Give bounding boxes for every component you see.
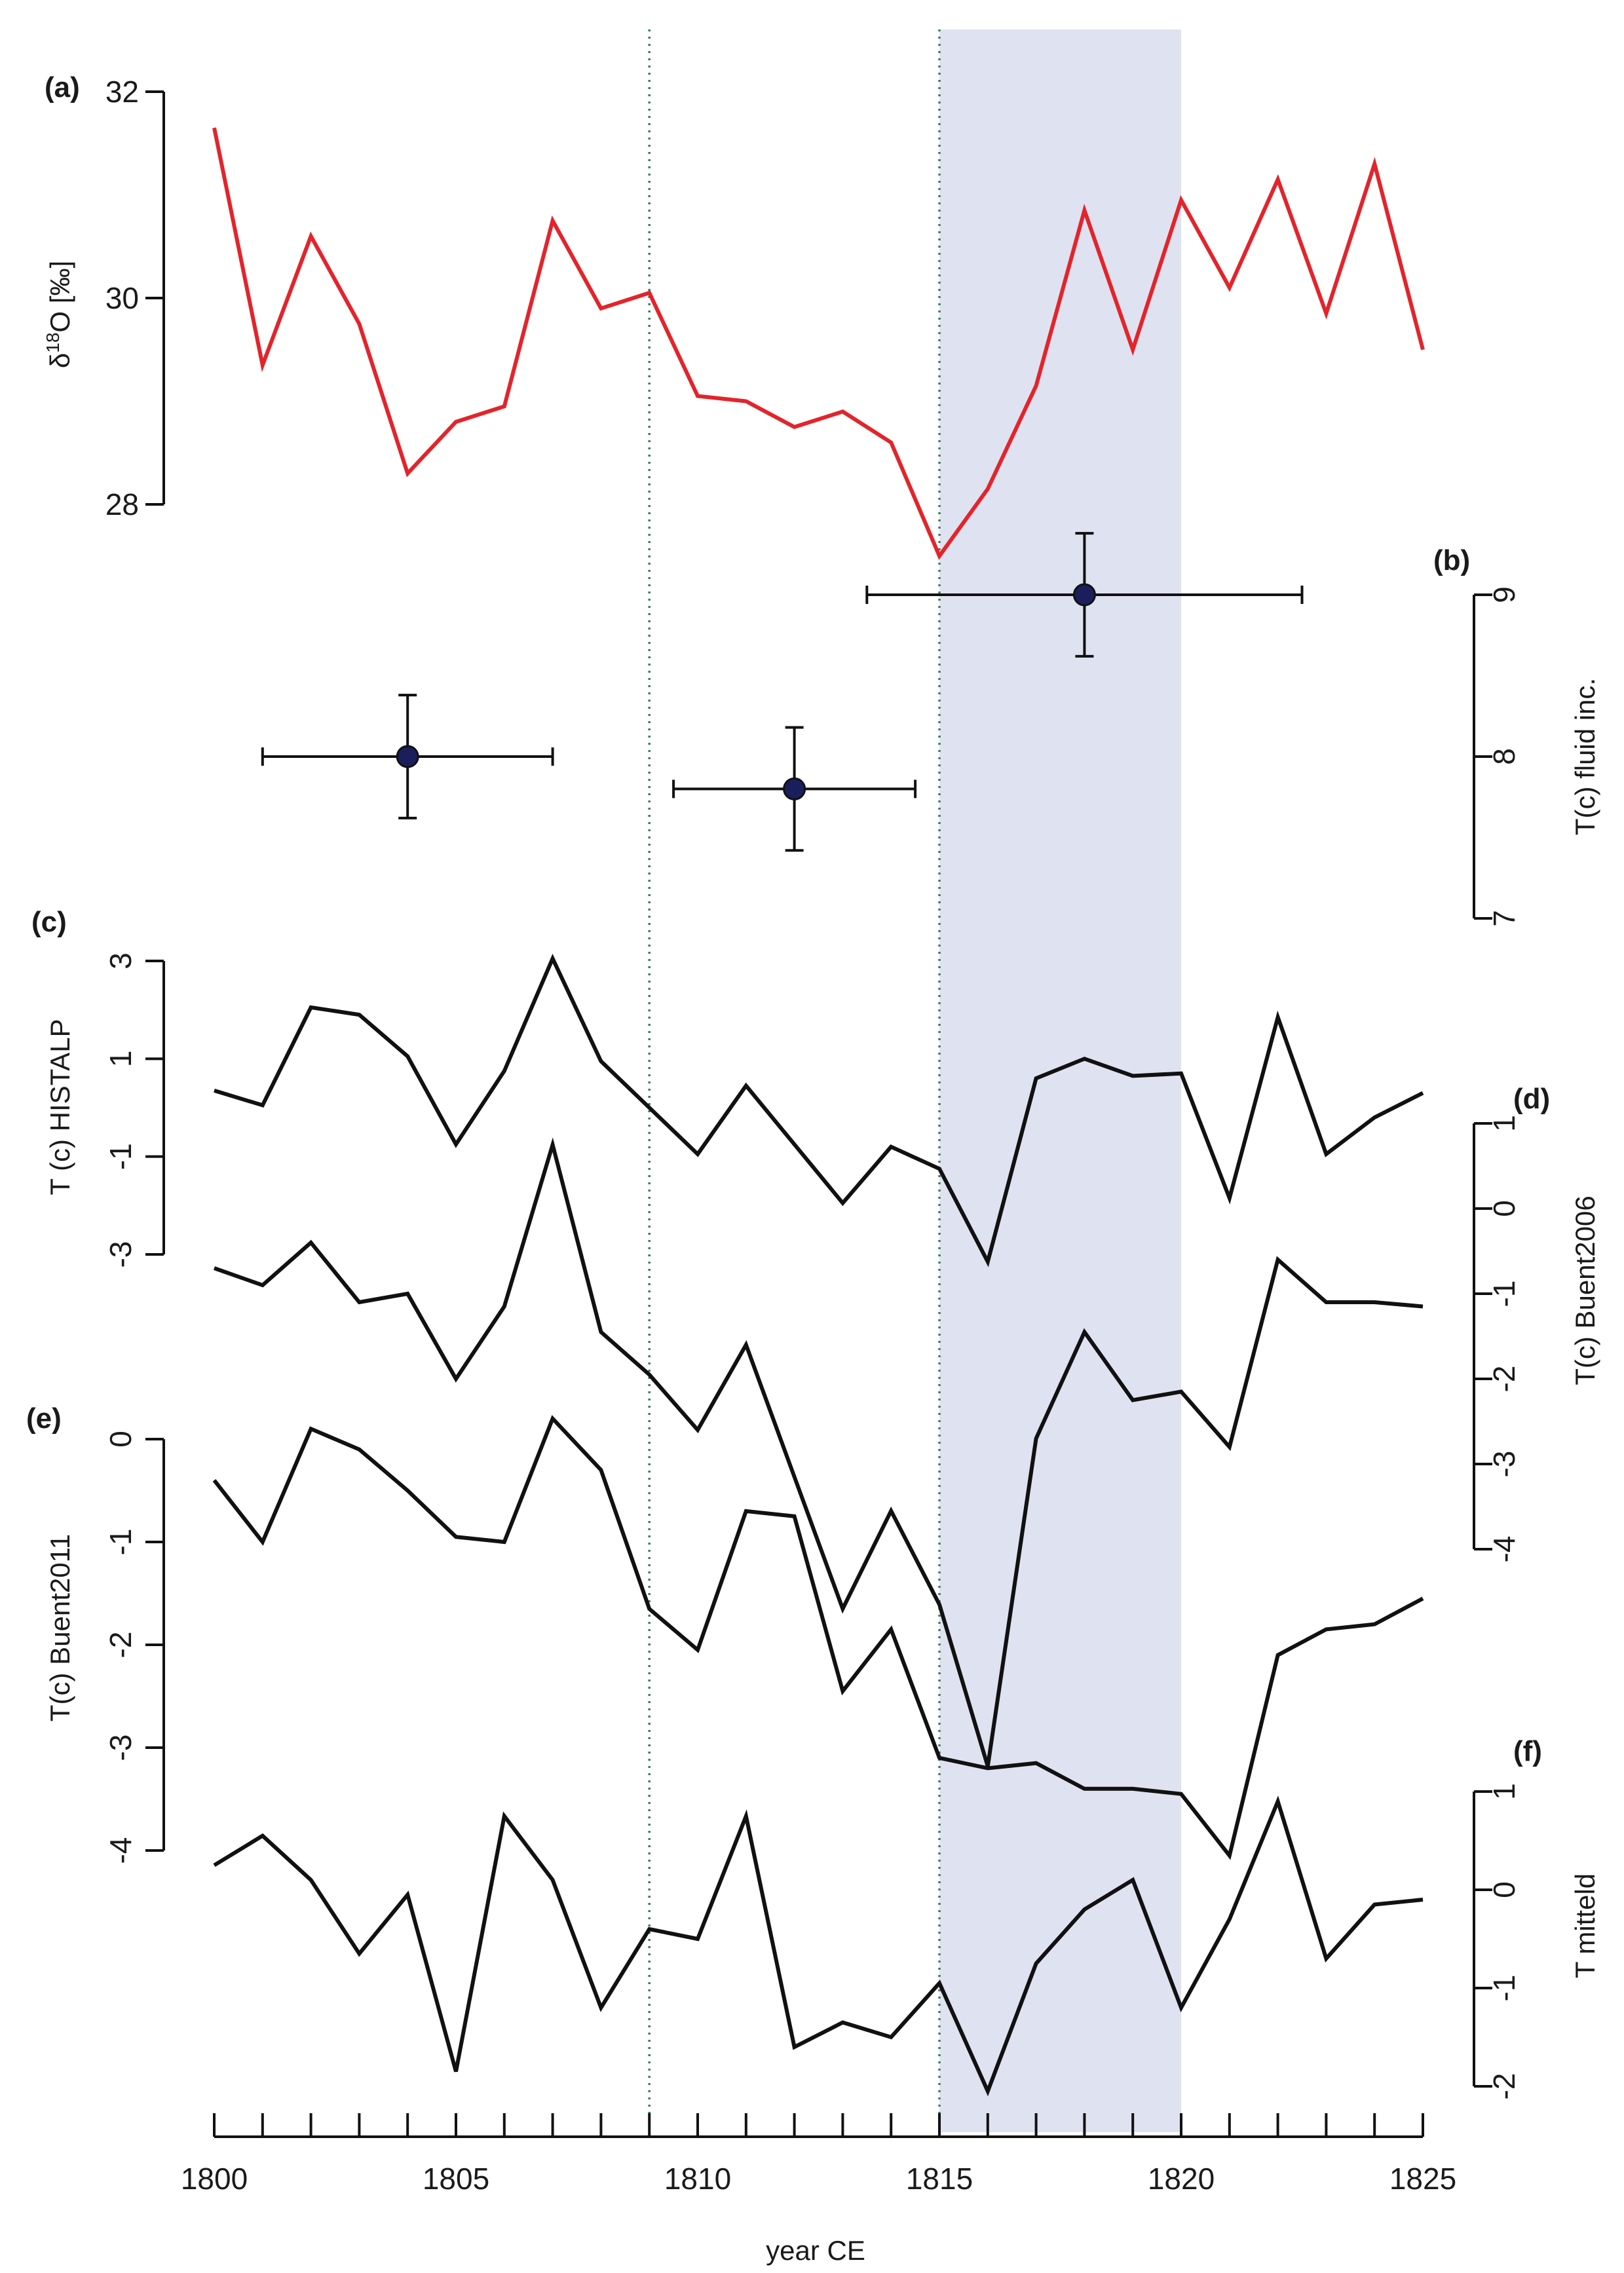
panel-d: (d) -4 -3 -2 -1 0 1 T(c) Buent2006 xyxy=(214,1083,1600,1767)
panel-a: (a) 28 30 32 δ18O [‰] xyxy=(43,71,1425,560)
panel-e-y-tick-label: -3 xyxy=(104,1735,138,1761)
panel-c-y-tick-label: -3 xyxy=(104,1241,138,1268)
panel-a-y-title: δ18O [‰] xyxy=(43,261,75,368)
x-axis: 1800 1805 1810 1815 1820 1825 xyxy=(181,2113,1456,2196)
panel-e-series xyxy=(212,1415,1424,1860)
panel-a-y-axis: 28 30 32 xyxy=(105,75,165,521)
panel-e-tag: (e) xyxy=(26,1402,62,1435)
panel-d-y-tick-label: 0 xyxy=(1487,1200,1521,1217)
panel-b-point-2 xyxy=(672,726,917,852)
panel-d-tag: (d) xyxy=(1513,1083,1550,1115)
panel-a-series xyxy=(212,127,1425,560)
panel-f-line xyxy=(213,1795,1424,2097)
panel-b-tag: (b) xyxy=(1433,544,1470,576)
panel-b-y-title: T(c) fluid inc. xyxy=(1570,678,1600,835)
x-tick-label: 1815 xyxy=(906,2162,973,2196)
panel-c-y-tick-label: -1 xyxy=(104,1143,138,1170)
panel-a-y-tick-label: 32 xyxy=(105,75,139,109)
panel-b-y-tick-label: 9 xyxy=(1487,586,1521,603)
panel-f-y-tick-label: -2 xyxy=(1487,2073,1521,2100)
panel-b-y-tick-label: 8 xyxy=(1487,748,1521,765)
panel-a-line xyxy=(212,127,1425,560)
panel-b-y-tick-label: 7 xyxy=(1487,910,1521,927)
panel-b-point-3 xyxy=(865,532,1304,658)
panel-a-y-tick-label: 30 xyxy=(105,281,139,315)
panel-b-series xyxy=(261,532,1304,852)
panel-a-tag: (a) xyxy=(45,71,80,103)
panel-d-y-tick-label: -2 xyxy=(1487,1366,1521,1393)
shaded-period xyxy=(939,29,1181,2132)
panel-e-y-tick-label: -1 xyxy=(104,1529,138,1556)
panel-e: (e) -4 -3 -2 -1 0 T(c) Buent2011 xyxy=(26,1402,1424,1864)
panel-a-y-tick-label: 28 xyxy=(105,487,139,521)
panel-c-line xyxy=(214,953,1424,1268)
panel-b: (b) 7 8 9 T(c) fluid inc. xyxy=(261,532,1600,927)
panel-f: (f) -2 -1 0 1 T mitteld xyxy=(213,1735,1600,2100)
panel-e-line xyxy=(212,1415,1424,1860)
background-layer xyxy=(648,29,1181,2132)
panel-c-y-title: T (c) HISTALP xyxy=(45,1019,75,1195)
panel-c: (c) -3 -1 1 3 T (c) HISTALP xyxy=(31,906,1424,1268)
panel-d-y-tick-label: -3 xyxy=(1487,1451,1521,1478)
marker xyxy=(396,745,419,768)
panel-e-y-title: T(c) Buent2011 xyxy=(45,1534,75,1721)
x-tick-label: 1820 xyxy=(1148,2162,1215,2196)
panel-d-y-title: T(c) Buent2006 xyxy=(1570,1195,1600,1385)
panel-e-y-tick-label: -4 xyxy=(104,1837,138,1864)
x-tick-label: 1800 xyxy=(181,2162,248,2196)
panel-f-y-tick-label: -1 xyxy=(1487,1975,1521,2002)
panel-d-y-axis: -4 -3 -2 -1 0 1 xyxy=(1473,1115,1521,1563)
x-tick-label: 1805 xyxy=(423,2162,489,2196)
panel-f-y-axis: -2 -1 0 1 xyxy=(1473,1783,1521,2100)
panel-c-y-tick-label: 1 xyxy=(104,1051,138,1068)
panel-f-y-tick-label: 1 xyxy=(1487,1783,1521,1800)
panel-e-y-tick-label: -2 xyxy=(104,1632,138,1659)
panel-d-y-tick-label: -1 xyxy=(1487,1281,1521,1307)
panel-b-y-axis: 7 8 9 xyxy=(1473,586,1521,927)
marker xyxy=(1072,583,1096,607)
panel-e-y-tick-label: 0 xyxy=(104,1431,138,1448)
panel-f-tag: (f) xyxy=(1513,1735,1542,1767)
panel-c-y-tick-label: 3 xyxy=(104,952,138,969)
panel-f-y-tick-label: 0 xyxy=(1487,1881,1521,1898)
panel-b-point-1 xyxy=(261,694,554,819)
panel-d-y-tick-label: -4 xyxy=(1487,1536,1521,1563)
panel-d-line xyxy=(214,1137,1424,1767)
panel-e-y-axis: -4 -3 -2 -1 0 xyxy=(104,1431,165,1864)
x-tick-label: 1825 xyxy=(1389,2162,1456,2196)
panel-f-series xyxy=(213,1795,1424,2097)
panel-c-series xyxy=(214,953,1424,1268)
panel-d-series xyxy=(214,1137,1424,1767)
panel-c-y-axis: -3 -1 1 3 xyxy=(104,952,165,1268)
panel-f-y-title: T mitteld xyxy=(1570,1873,1600,1978)
x-axis-title: year CE xyxy=(766,2235,865,2266)
x-tick-label: 1810 xyxy=(664,2162,731,2196)
panel-d-y-tick-label: 1 xyxy=(1487,1115,1521,1132)
panel-c-tag: (c) xyxy=(31,906,67,938)
marker xyxy=(783,777,806,800)
